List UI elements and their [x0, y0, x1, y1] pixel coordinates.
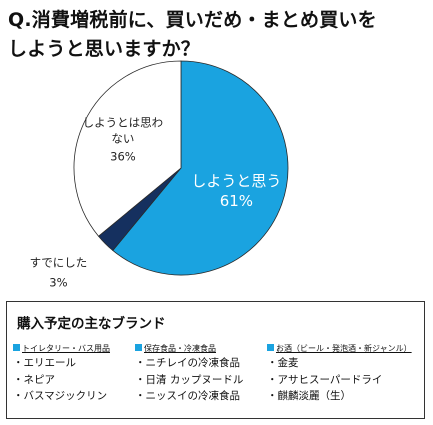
brand-panel: 購入予定の主なブランド トイレタリー・バス用品 ・エリエール ・ネピア ・バスマ… [6, 301, 425, 419]
pie-slice-will-buy [112, 60, 289, 276]
brand-panel-title: 購入予定の主なブランド [17, 316, 166, 332]
slice-value-will-not-buy: 36% [110, 150, 136, 164]
question-title-line-2: しようと思いますか？ [8, 38, 201, 60]
pie-chart-area: しようと思う 61% しようとは思わ ない 36% すでにした 3% [0, 58, 433, 298]
brand-column-food: 保存食品・冷凍食品 ・ニチレイの冷凍食品 ・日清 カップヌードル ・ニッスイの冷… [135, 343, 265, 405]
category-marker [135, 344, 142, 351]
category-heading: お酒（ビール・発泡酒・新ジャンル） [267, 343, 412, 355]
brand-item: ・アサヒスーパードライ [267, 373, 383, 386]
slice-value-already-bought: 3% [49, 276, 67, 290]
brand-item: ・ニチレイの冷凍食品 [135, 357, 240, 369]
brand-item: ・ニッスイの冷凍食品 [135, 390, 240, 402]
brand-item: ・麒麟淡麗（生） [267, 390, 351, 402]
slice-label-will-not-buy-line-1: しようとは思わ [83, 116, 164, 130]
brand-column-alcohol: お酒（ビール・発泡酒・新ジャンル） ・金麦 ・アサヒスーパードライ ・麒麟淡麗（… [267, 343, 412, 405]
brand-item: ・日清 カップヌードル [135, 373, 244, 386]
pie-slice-will-not-buy [73, 60, 182, 237]
question-title-line-1: Q.消費増税前に、買いだめ・まとめ買いを [8, 9, 377, 31]
category-marker [267, 344, 274, 351]
slice-value-will-buy: 61% [220, 192, 253, 210]
brand-item: ・バスマジックリン [13, 390, 108, 402]
slice-label-will-buy: しようと思う [191, 172, 281, 190]
slice-label-will-not-buy-line-2: ない [111, 132, 134, 146]
category-heading: 保存食品・冷凍食品 [135, 343, 265, 355]
question-title: Q.消費増税前に、買いだめ・まとめ買いを しようと思いますか？ [8, 6, 428, 64]
category-heading: トイレタリー・バス用品 [13, 343, 143, 355]
brand-item: ・金麦 [267, 357, 299, 369]
brand-item: ・エリエール [13, 357, 76, 369]
category-marker [13, 344, 20, 351]
brand-item: ・ネピア [13, 373, 55, 386]
brand-column-toiletry: トイレタリー・バス用品 ・エリエール ・ネピア ・バスマジックリン [13, 343, 143, 405]
slice-label-already-bought: すでにした [30, 256, 88, 270]
